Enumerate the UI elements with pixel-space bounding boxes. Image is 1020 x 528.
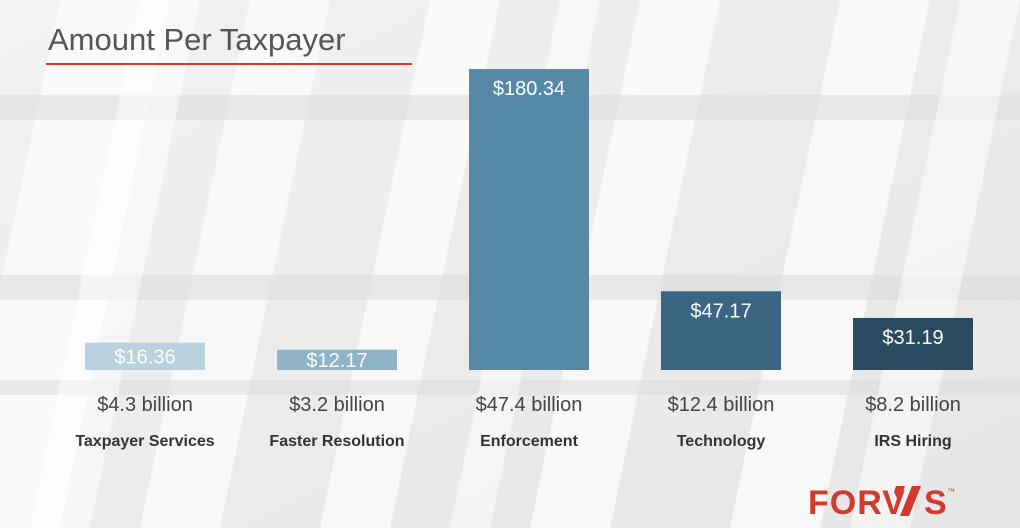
total-amount-label: $12.4 billion [668, 394, 775, 416]
total-amount-label: $3.2 billion [289, 394, 385, 416]
bar [661, 291, 781, 370]
bar-value-label: $180.34 [493, 78, 565, 100]
bar [277, 349, 397, 370]
svg-text:FORV: FORV [808, 484, 906, 522]
total-amount-label: $4.3 billion [97, 394, 193, 416]
bar [85, 342, 205, 370]
bar [853, 317, 973, 370]
svg-text:™: ™ [947, 487, 955, 496]
svg-text:S: S [924, 484, 947, 522]
title-underline [46, 63, 412, 65]
category-label: IRS Hiring [874, 433, 951, 450]
bar-value-label: $16.36 [114, 346, 175, 368]
total-amount-label: $47.4 billion [476, 394, 583, 416]
forvis-logo: FORV S ™ [808, 484, 955, 522]
total-amount-label: $8.2 billion [865, 394, 961, 416]
bar-value-label: $47.17 [690, 300, 751, 322]
category-label: Faster Resolution [269, 433, 404, 450]
bar-value-label: $12.17 [306, 350, 367, 372]
bar [469, 69, 589, 370]
category-label: Technology [677, 433, 766, 450]
chart-title: Amount Per Taxpayer [48, 22, 346, 57]
category-label: Enforcement [480, 433, 578, 450]
category-label: Taxpayer Services [75, 433, 214, 450]
bar-value-label: $31.19 [882, 327, 943, 349]
